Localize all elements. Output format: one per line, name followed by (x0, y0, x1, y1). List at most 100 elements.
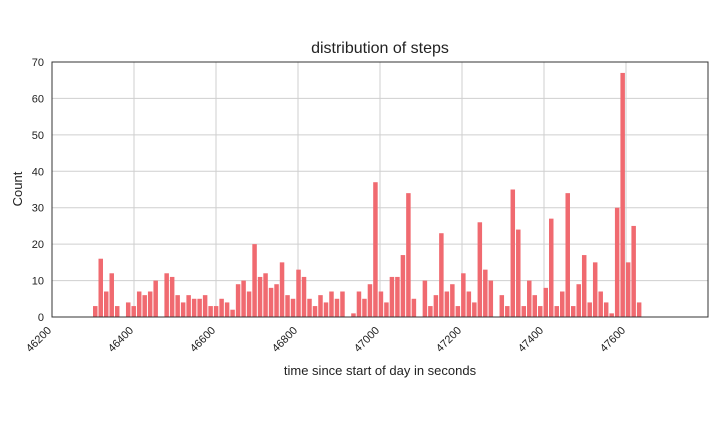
histogram-bar (400, 255, 406, 317)
histogram-bar (312, 306, 318, 317)
histogram-bar (620, 72, 625, 317)
histogram-bar (538, 306, 543, 317)
histogram-bar (559, 291, 565, 317)
histogram-bar (411, 298, 417, 317)
histogram-bar (175, 295, 180, 317)
histogram-bar (208, 306, 213, 317)
histogram-bar (136, 291, 142, 317)
histogram-bar (191, 298, 197, 317)
histogram-bar (285, 295, 290, 317)
histogram-bar (340, 291, 345, 317)
x-axis-label: time since start of day in seconds (284, 363, 477, 378)
x-tick-label: 47600 (598, 325, 628, 355)
histogram-bar (131, 306, 136, 317)
histogram-bar (186, 295, 191, 317)
grid-lines (51, 61, 708, 318)
histogram-bar (433, 295, 439, 317)
histogram-bar (296, 269, 301, 317)
histogram-bar (422, 280, 428, 317)
histogram-bar (93, 306, 98, 317)
y-tick-label: 60 (32, 93, 44, 105)
histogram-bar (290, 298, 296, 317)
histogram-bar (351, 313, 356, 317)
histogram-bar (263, 273, 268, 317)
histogram-bar (455, 306, 461, 317)
histogram-bar (235, 284, 241, 317)
y-tick-label: 50 (32, 130, 44, 142)
histogram-bar (318, 295, 323, 317)
histogram-bar (142, 295, 147, 317)
histogram-bar (625, 262, 631, 317)
x-tick-label: 46200 (24, 325, 54, 355)
histogram-bar (334, 298, 340, 317)
histogram-bar (570, 306, 576, 317)
histogram-bar (356, 291, 362, 317)
histogram-bar (202, 295, 208, 317)
histogram-bar (406, 193, 411, 317)
histogram-bar (609, 313, 614, 317)
histogram-bar (510, 189, 516, 317)
histogram-bar (472, 302, 477, 317)
histogram-bar (323, 302, 329, 317)
histogram-bar (521, 306, 527, 317)
histogram-bar (169, 276, 175, 317)
x-tick-label: 46400 (106, 325, 136, 355)
y-tick-label: 40 (32, 166, 44, 178)
histogram-bar (378, 291, 384, 317)
histogram-bar (230, 309, 235, 317)
histogram-bar (527, 280, 532, 317)
histogram-bar (125, 302, 131, 317)
histogram-bar (268, 287, 274, 317)
histogram-bar (450, 284, 455, 317)
histogram-bar (114, 306, 120, 317)
histogram-bar (543, 287, 549, 317)
histogram-bar (477, 222, 483, 317)
histogram-bar (603, 302, 609, 317)
histogram-bar (389, 276, 395, 317)
y-tick-label: 70 (32, 57, 44, 69)
histogram-bar (197, 298, 202, 317)
histogram-bar (466, 291, 472, 317)
histogram-bar (373, 182, 378, 317)
histogram-bar (103, 291, 109, 317)
y-tick-label: 0 (38, 312, 44, 324)
histogram-bar (301, 276, 307, 317)
histogram-bar (631, 225, 636, 317)
histogram-bar (164, 273, 169, 317)
histogram-bar (598, 291, 603, 317)
x-tick-labels: 46200 46400 46600 46800 47000 47200 47400 47600 (24, 325, 628, 355)
histogram-bar (257, 276, 263, 317)
histogram-bar (587, 302, 592, 317)
bars-group (93, 72, 642, 317)
x-tick-label: 47000 (352, 325, 382, 355)
histogram-bar (576, 284, 581, 317)
y-axis-label: Count (10, 171, 25, 206)
histogram-bar (516, 229, 521, 317)
histogram-bar (98, 258, 103, 317)
histogram-bar (279, 262, 285, 317)
histogram-bar (109, 273, 114, 317)
y-tick-label: 20 (32, 239, 44, 251)
histogram-bar (444, 291, 450, 317)
plot-frame (51, 61, 709, 318)
histogram-bar (395, 276, 400, 317)
histogram-bar (241, 280, 246, 317)
histogram-bar (252, 244, 257, 317)
histogram-bar (461, 273, 466, 317)
x-tick-label: 47400 (516, 325, 546, 355)
histogram-bar (483, 269, 488, 317)
histogram-bar (224, 302, 230, 317)
histogram-bar (384, 302, 389, 317)
histogram-bar (439, 233, 444, 317)
x-tick-label: 46600 (188, 325, 218, 355)
histogram-bar (636, 302, 642, 317)
histogram-bar (153, 280, 158, 317)
y-tick-label: 30 (32, 203, 44, 215)
x-tick-label: 47200 (434, 325, 464, 355)
histogram-bar (362, 298, 367, 317)
y-tick-label: 10 (32, 276, 44, 288)
histogram-bar (147, 291, 153, 317)
histogram-bar (505, 306, 510, 317)
histogram-bar (274, 284, 279, 317)
